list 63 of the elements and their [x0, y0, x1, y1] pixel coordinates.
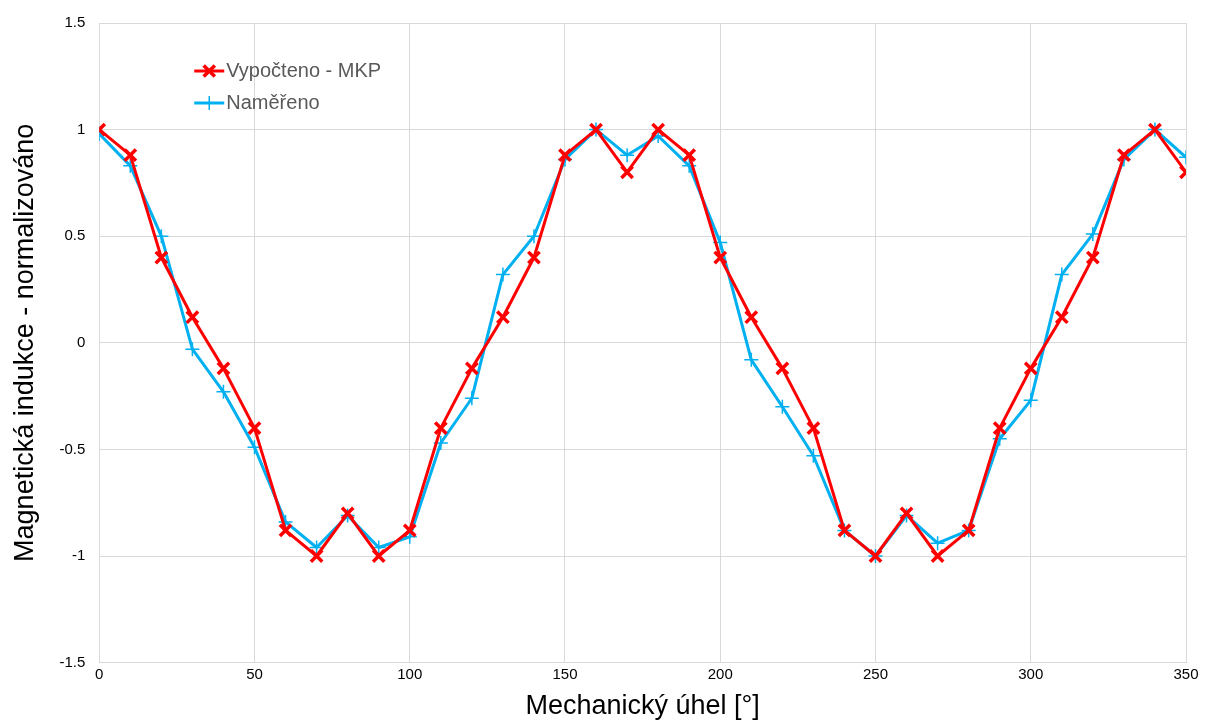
point [247, 420, 262, 436]
y-tick-label: -1 [71, 546, 86, 564]
y-axis-title: Magnetická indukce - normalizováno [8, 123, 39, 562]
point [526, 228, 542, 244]
x-tick-label: 200 [707, 664, 733, 682]
point [743, 352, 760, 368]
point [774, 399, 791, 415]
point [215, 384, 232, 400]
legend-label: Naměřeno [226, 90, 320, 113]
point [371, 548, 387, 564]
point [992, 420, 1008, 436]
point [433, 435, 449, 451]
point [743, 309, 759, 325]
y-tick-label: 0.5 [64, 226, 86, 244]
point [650, 122, 666, 138]
y-tick-label: 0 [76, 332, 86, 350]
point [1054, 309, 1070, 325]
point [805, 420, 821, 436]
point [805, 448, 822, 464]
y-tick-label: 1.5 [64, 13, 86, 31]
point [1023, 392, 1039, 409]
x-tick-label: 100 [397, 664, 423, 682]
point [557, 147, 573, 163]
x-tick-label: 150 [552, 664, 578, 682]
point [309, 548, 325, 564]
point [619, 164, 635, 180]
x-axis-title: Mechanický úhel [°] [525, 690, 760, 721]
point [184, 341, 201, 357]
point [712, 234, 728, 251]
y-tick-label: 1 [76, 119, 86, 137]
point [930, 548, 946, 564]
point [495, 309, 511, 325]
point [526, 250, 542, 265]
point [1085, 250, 1101, 265]
x-tick-label: 350 [1173, 664, 1199, 682]
point [184, 309, 200, 325]
x-tick-label: 50 [246, 664, 263, 682]
point [712, 250, 728, 265]
point [681, 147, 697, 163]
legend-label: Vypočteno - MKP [226, 58, 382, 81]
point [681, 158, 697, 174]
point [278, 523, 293, 538]
x-tick-label: 300 [1018, 664, 1044, 682]
point [1116, 147, 1132, 163]
point [464, 390, 480, 406]
point [1023, 360, 1039, 376]
point [433, 420, 449, 436]
point [153, 250, 169, 265]
point [402, 523, 418, 538]
x-tick-label: 250 [862, 664, 889, 682]
point [1054, 266, 1070, 283]
point [122, 158, 139, 174]
point [774, 360, 790, 376]
x-tick-label: 0 [95, 664, 104, 682]
point [122, 147, 138, 163]
point [495, 266, 511, 283]
point [619, 147, 635, 163]
y-tick-label: -0.5 [59, 439, 86, 457]
point [1085, 226, 1101, 242]
y-tick-label: -1.5 [59, 652, 86, 670]
point [216, 360, 231, 376]
point [464, 360, 480, 376]
point [929, 535, 946, 551]
